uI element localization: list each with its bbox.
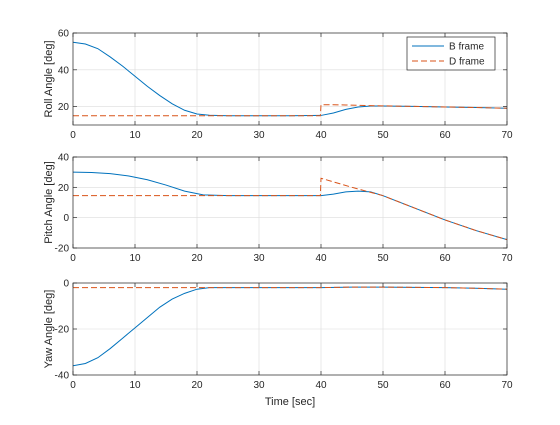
axes-box [72,156,508,249]
x-tick-label: 20 [191,253,203,264]
y-axis-label: Pitch Angle [deg] [43,161,55,244]
y-tick-label: 40 [58,153,70,164]
y-axis-label: Roll Angle [deg] [43,40,55,117]
d-frame-series-line [73,286,507,290]
plot-area [73,157,507,248]
y-tick-label: 20 [58,183,70,194]
y-tick-label: 0 [63,279,69,290]
yaw-angle-panel: 0 10 20 30 40 50 60 70 -40 -20 0 Yaw Angle [deg] [43,279,513,392]
x-tick-label: 50 [377,253,389,264]
x-tick-label: 70 [501,130,513,141]
x-tick-label: 60 [439,130,451,141]
axes-box [72,32,508,126]
y-tick-label: 20 [58,102,70,113]
x-tick-label: 40 [315,253,327,264]
x-tick-label: 70 [501,380,513,391]
legend-box [406,36,496,71]
x-tick-label: 60 [439,253,451,264]
d-frame-series-line [73,104,507,117]
d-frame-series-line [73,177,507,241]
x-tick-label: 40 [315,130,327,141]
legend-entry-label: B frame [449,42,484,53]
y-tick-label: -40 [55,371,70,382]
y-tick-label: 0 [63,213,69,224]
x-tick-label: 30 [253,380,265,391]
x-tick-label: 20 [191,380,203,391]
y-tick-label: 40 [58,65,70,76]
x-axis-label: Time [sec] [265,396,315,408]
x-tick-label: 10 [129,130,141,141]
x-tick-label: 20 [191,130,203,141]
x-tick-label: 40 [315,380,327,391]
y-tick-label: 60 [58,29,70,40]
y-axis-label: Yaw Angle [deg] [43,290,55,369]
y-tick-label: -20 [55,244,70,255]
x-tick-label: 60 [439,380,451,391]
x-tick-label: 0 [70,253,76,264]
x-tick-label: 10 [129,253,141,264]
x-tick-label: 50 [377,380,389,391]
x-tick-label: 10 [129,380,141,391]
x-tick-label: 30 [253,253,265,264]
x-tick-label: 0 [70,380,76,391]
y-tick-label: -20 [55,325,70,336]
legend-entry-label: D frame [449,57,485,68]
x-tick-label: 0 [70,130,76,141]
x-tick-label: 50 [377,130,389,141]
x-tick-label: 70 [501,253,513,264]
x-tick-label: 30 [253,130,265,141]
